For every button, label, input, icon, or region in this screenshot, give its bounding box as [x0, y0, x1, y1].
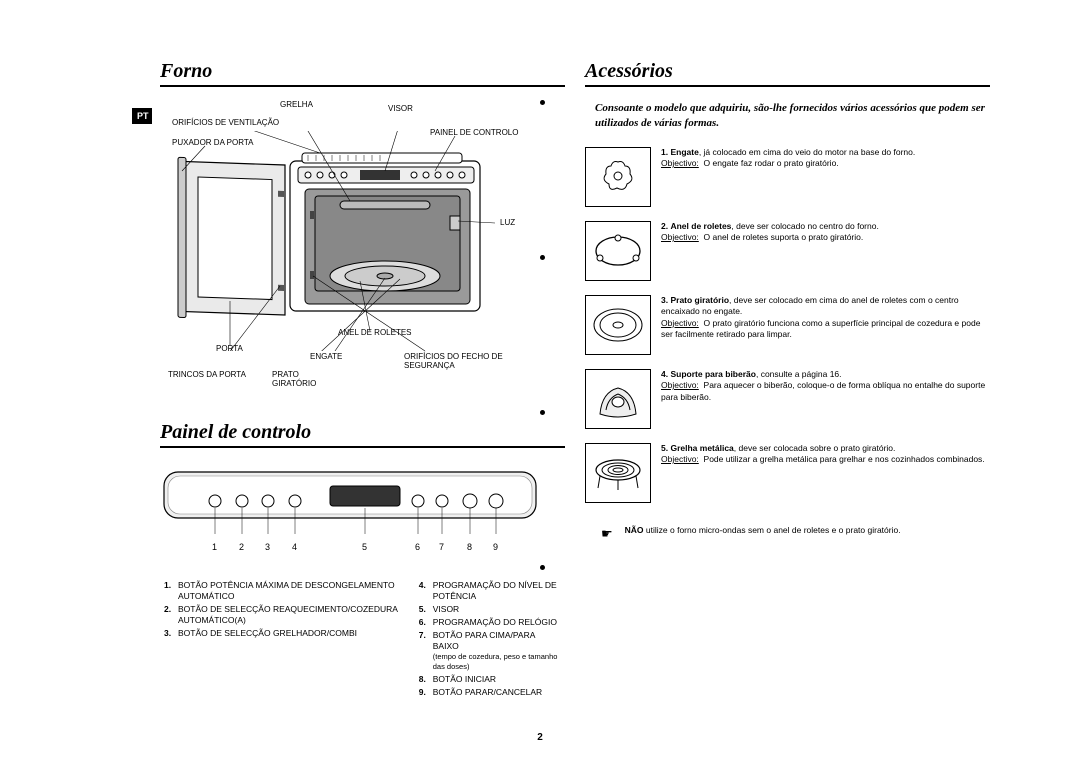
panel-legend-left: 1.BOTÃO POTÊNCIA MÁXIMA DE DESCONGELAMEN…: [164, 580, 399, 700]
accessory-text: 1. Engate, já colocado em cima do veio d…: [661, 147, 990, 170]
section-title-acessorios: Acessórios: [585, 60, 990, 87]
control-panel-illustration: [160, 468, 540, 540]
list-item: 2.BOTÃO DE SELECÇÃO REAQUECIMENTO/COZEDU…: [164, 604, 399, 626]
accessory-text: 2. Anel de roletes, deve ser colocado no…: [661, 221, 990, 244]
section-title-forno: Forno: [160, 60, 565, 87]
list-item: 9.BOTÃO PARAR/CANCELAR: [419, 687, 561, 698]
panel-legend-right: 4.PROGRAMAÇÃO DO NÍVEL DE POTÊNCIA 5.VIS…: [419, 580, 561, 700]
accessories-warning: ☛ NÃO utilize o forno micro-ondas sem o …: [585, 525, 990, 543]
list-item: 8.BOTÃO INICIAR: [419, 674, 561, 685]
accessory-thumb-bottle-holder: [585, 369, 651, 429]
panel-num: 9: [493, 542, 498, 552]
right-column: Acessórios Consoante o modelo que adquir…: [585, 60, 1040, 743]
label-grelha: GRELHA: [280, 101, 313, 110]
page-container: Forno GRELHA ORIFÍCIOS DE VENTILAÇÃO PUX…: [0, 0, 1080, 763]
list-item: 1.BOTÃO POTÊNCIA MÁXIMA DE DESCONGELAMEN…: [164, 580, 399, 602]
label-engate: ENGATE: [310, 353, 342, 362]
accessory-text: 4. Suporte para biberão, consulte a pági…: [661, 369, 990, 403]
panel-num: 7: [439, 542, 444, 552]
list-item: 7.BOTÃO PARA CIMA/PARA BAIXO (tempo de c…: [419, 630, 561, 672]
accessory-text: 3. Prato giratório, deve ser colocado em…: [661, 295, 990, 341]
language-tab: PT: [132, 108, 152, 124]
accessory-thumb-turntable: [585, 295, 651, 355]
accessory-row: 1. Engate, já colocado em cima do veio d…: [585, 147, 990, 207]
left-column: Forno GRELHA ORIFÍCIOS DE VENTILAÇÃO PUX…: [40, 60, 565, 743]
panel-num: 3: [265, 542, 270, 552]
list-item: 5.VISOR: [419, 604, 561, 615]
accessories-intro: Consoante o modelo que adquiriu, são-lhe…: [585, 101, 990, 131]
oven-diagram: GRELHA ORIFÍCIOS DE VENTILAÇÃO PUXADOR D…: [160, 101, 565, 421]
panel-num: 4: [292, 542, 297, 552]
label-orif-vent: ORIFÍCIOS DE VENTILAÇÃO: [172, 119, 279, 128]
panel-num: 2: [239, 542, 244, 552]
panel-num: 1: [212, 542, 217, 552]
page-number: 2: [537, 732, 543, 743]
control-panel-diagram: 1 2 3 4 5 6 7 8 9: [160, 468, 565, 568]
label-visor: VISOR: [388, 105, 413, 114]
accessory-row: 3. Prato giratório, deve ser colocado em…: [585, 295, 990, 355]
accessory-thumb-ring: [585, 221, 651, 281]
list-item: 3.BOTÃO DE SELECÇÃO GRELHADOR/COMBI: [164, 628, 399, 639]
panel-num: 6: [415, 542, 420, 552]
panel-legend: 1.BOTÃO POTÊNCIA MÁXIMA DE DESCONGELAMEN…: [160, 568, 565, 700]
accessory-row: 2. Anel de roletes, deve ser colocado no…: [585, 221, 990, 281]
label-orif-fecho: ORIFÍCIOS DO FECHO DE SEGURANÇA: [404, 353, 514, 371]
list-item: 6.PROGRAMAÇÃO DO RELÓGIO: [419, 617, 561, 628]
accessory-thumb-coupler: [585, 147, 651, 207]
label-prato: PRATO GIRATÓRIO: [272, 371, 332, 389]
accessory-thumb-metal-rack: [585, 443, 651, 503]
pointing-hand-icon: ☛: [601, 525, 613, 543]
panel-num: 8: [467, 542, 472, 552]
accessory-row: 4. Suporte para biberão, consulte a pági…: [585, 369, 990, 429]
section-title-painel: Painel de controlo: [160, 421, 565, 448]
list-item: 4.PROGRAMAÇÃO DO NÍVEL DE POTÊNCIA: [419, 580, 561, 602]
accessory-text: 5. Grelha metálica, deve ser colocada so…: [661, 443, 990, 466]
label-trincos: TRINCOS DA PORTA: [168, 371, 246, 380]
oven-illustration: [170, 131, 510, 351]
panel-num: 5: [362, 542, 367, 552]
accessory-row: 5. Grelha metálica, deve ser colocada so…: [585, 443, 990, 503]
